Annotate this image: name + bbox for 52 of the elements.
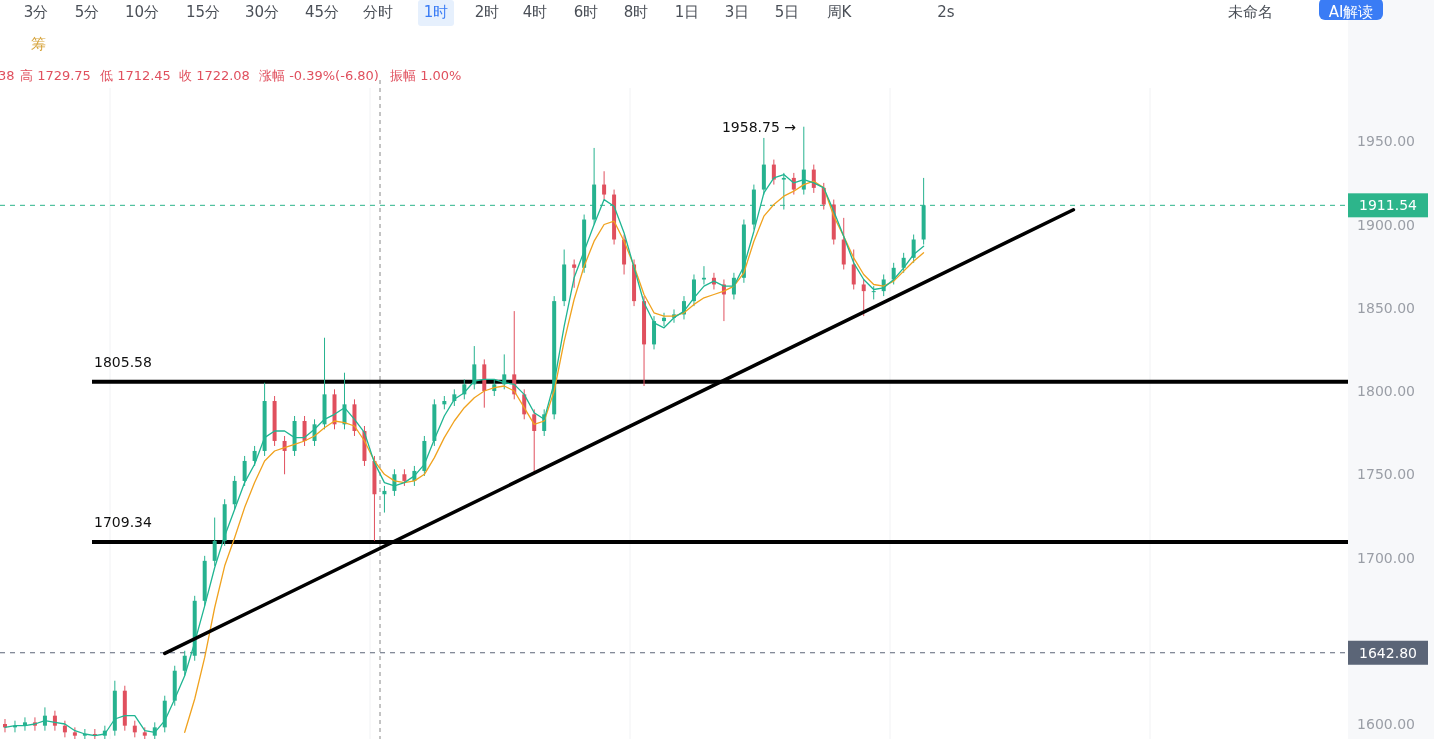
- text: 低 1712.45: [100, 68, 171, 83]
- y-tick-label: 1600.00: [1357, 716, 1415, 733]
- y-tick-label: 1750.00: [1357, 466, 1415, 483]
- y-tick-label: 1800.00: [1357, 383, 1415, 400]
- text: 1时: [423, 3, 449, 21]
- text: 5日: [774, 3, 800, 21]
- text: 1日: [674, 3, 700, 21]
- candlestick: [662, 312, 667, 327]
- text: 8时: [623, 3, 649, 21]
- candlestick: [652, 315, 657, 350]
- text: 振幅 1.00%: [390, 68, 462, 83]
- text: 45分: [304, 3, 340, 21]
- text: AI解读: [1328, 3, 1374, 21]
- text: 未命名: [1227, 3, 1273, 21]
- ref-line-label: 1805.58: [94, 353, 152, 370]
- text: 5分: [74, 3, 100, 21]
- candlestick: [861, 278, 866, 317]
- candlestick: [22, 716, 27, 732]
- y-tick-label: 1700.00: [1357, 549, 1415, 566]
- candlestick: [691, 273, 696, 307]
- candlestick: [212, 517, 217, 567]
- ref-line-label: 1911.54: [1359, 197, 1418, 214]
- text: 15分: [185, 3, 221, 21]
- text: 6时: [573, 3, 599, 21]
- ref-line-label: 1709.34: [94, 513, 152, 530]
- y-tick-label: 1900.00: [1357, 216, 1415, 233]
- candlestick: [232, 475, 237, 510]
- candlestick: [182, 650, 187, 677]
- text: 收 1722.08: [179, 68, 250, 83]
- candlestick: [771, 159, 776, 186]
- candlestick: [572, 258, 577, 289]
- candlestick: [472, 345, 477, 390]
- text: 高 1729.75: [20, 68, 91, 83]
- text: 周K: [826, 3, 853, 21]
- text: 分时: [363, 3, 393, 21]
- candlestick: [242, 455, 247, 487]
- text: 3分: [23, 3, 49, 21]
- candlestick: [602, 170, 607, 201]
- text: 30分: [244, 3, 280, 21]
- text: 3日: [724, 3, 750, 21]
- text: 10分: [124, 3, 160, 21]
- y-tick-label: 1950.00: [1357, 133, 1415, 150]
- text: 2时: [474, 3, 500, 21]
- text: 涨幅 -0.39%(-6.80): [259, 68, 379, 83]
- annotation: 1958.75 →: [721, 119, 797, 135]
- text: 筹: [30, 35, 46, 53]
- candlestick: [851, 249, 856, 290]
- ref-line-label: 1642.80: [1359, 644, 1417, 661]
- text: 2s: [937, 3, 955, 21]
- text: 4时: [522, 3, 548, 21]
- y-tick-label: 1850.00: [1357, 299, 1415, 316]
- candlestick: [382, 485, 387, 514]
